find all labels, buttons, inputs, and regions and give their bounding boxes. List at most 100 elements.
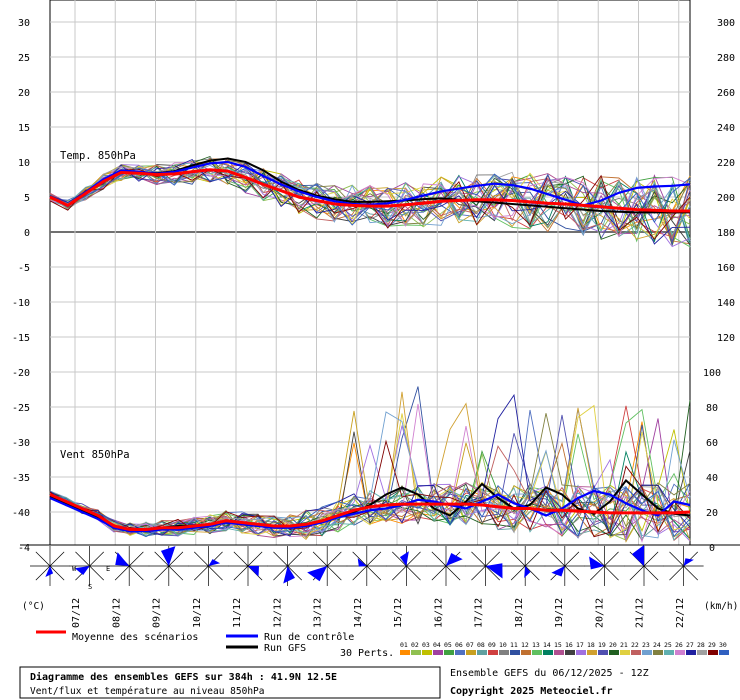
left-tick-label: -4	[18, 543, 30, 554]
date-label: 09/12	[152, 598, 163, 628]
wind-rose-spoke	[168, 565, 184, 581]
wind-rose-spoke	[392, 565, 407, 581]
perturbation-number: 23	[642, 641, 650, 649]
compass-south: S	[88, 583, 92, 591]
right-tick-label: 180	[717, 228, 735, 239]
wind-rose-spoke	[194, 565, 209, 581]
perturbation-swatch	[686, 650, 696, 655]
date-label: 21/12	[635, 598, 646, 628]
date-label: 07/12	[71, 598, 82, 628]
plot-frame	[49, 0, 691, 546]
perturbation-swatch	[400, 650, 410, 655]
wind-rose-sector	[208, 559, 221, 566]
perturbation-swatch	[719, 650, 729, 655]
wind-rose-spoke	[510, 551, 526, 567]
perturbation-legend: 01 02 03 04 05 06 07 08 09 10 11 12 13 14 15 16 17 18 19 20…	[400, 641, 729, 655]
perturbation-swatch	[609, 650, 619, 655]
wind-panel-label: Vent 850hPa	[60, 449, 130, 461]
wind-rose-spoke	[564, 565, 580, 581]
wind-rose-sector	[357, 558, 367, 567]
wind-rose	[465, 546, 506, 586]
date-label: 18/12	[514, 598, 525, 628]
wind-rose-sector	[631, 545, 645, 566]
perturbation-number: 14	[543, 641, 551, 649]
temp-mean-line	[49, 168, 690, 213]
wind-rose-spoke	[629, 565, 645, 581]
perturbation-swatch	[598, 650, 608, 655]
footer-title: Diagramme des ensembles GEFS sur 384h : …	[30, 671, 337, 683]
date-label: 12/12	[272, 598, 283, 628]
temp-panel-label: Temp. 850hPa	[60, 150, 136, 162]
perturbation-number: 24	[653, 641, 661, 649]
right-tick-label: 240	[717, 123, 735, 134]
perturbation-number: 25	[664, 641, 672, 649]
left-tick-label: 10	[18, 158, 30, 169]
perturbation-swatch	[466, 650, 476, 655]
left-tick-label: 5	[24, 193, 30, 204]
right-tick-label: 260	[717, 88, 735, 99]
perturbation-temp-line	[49, 156, 691, 225]
date-label: 10/12	[192, 598, 203, 628]
wind-rose-spoke	[366, 551, 382, 567]
wind-rose-sector	[283, 566, 296, 584]
wind-rose-spoke	[485, 551, 500, 567]
perturbation-swatch	[708, 650, 718, 655]
perturbation-number: 03	[422, 641, 430, 649]
wind-control-line	[49, 489, 691, 533]
footer: Diagramme des ensembles GEFS sur 384h : …	[19, 666, 649, 699]
legend-control-label: Run de contrôle	[264, 631, 354, 643]
wind-rose-spoke	[168, 551, 184, 567]
wind-rose-spoke	[643, 551, 659, 567]
left-tick-label: -5	[18, 263, 30, 274]
compass-east: E	[106, 565, 110, 573]
perturbation-swatch	[697, 650, 707, 655]
legend-gfs-label: Run GFS	[264, 643, 306, 654]
legend-mean-label: Moyenne des scénarios	[72, 631, 198, 643]
perturbation-number: 02	[411, 641, 419, 649]
perturbation-number: 15	[554, 641, 562, 649]
left-tick-label: -20	[12, 368, 30, 379]
wind-rose-spoke	[392, 551, 407, 567]
right-tick-label: 80	[706, 403, 718, 414]
wind-rose	[228, 546, 268, 586]
footer-copyright: Copyright 2025 Meteociel.fr	[450, 685, 613, 697]
perturbation-number: 21	[620, 641, 628, 649]
perturbation-swatch	[444, 650, 454, 655]
wind-rose-sector	[248, 565, 259, 577]
main-series	[49, 157, 691, 533]
perturbation-swatch	[532, 650, 542, 655]
wind-rose	[109, 546, 150, 586]
right-tick-label: 220	[717, 158, 735, 169]
perturbation-swatch	[587, 650, 597, 655]
legend-perts-label: 30 Perts.	[340, 648, 394, 659]
wind-rose-spoke	[485, 565, 500, 581]
footer-subtitle: Vent/flux et température au niveau 850hP…	[30, 686, 265, 697]
compass-west: W	[72, 565, 77, 573]
perturbation-number: 26	[675, 641, 683, 649]
date-label: 08/12	[111, 598, 122, 628]
perturbation-swatch	[510, 650, 520, 655]
wind-rose-spoke	[510, 565, 526, 581]
wind-rose-spoke	[49, 551, 65, 567]
perturbation-number: 16	[565, 641, 573, 649]
date-label: 17/12	[474, 598, 485, 628]
wind-rose-spoke	[564, 551, 580, 567]
perturbation-swatch	[554, 650, 564, 655]
wind-rose-spoke	[273, 565, 288, 581]
wind-rose-sector	[524, 566, 531, 578]
wind-rose-spoke	[669, 565, 684, 581]
wind-rose-sector	[589, 556, 605, 570]
date-label: 20/12	[594, 598, 605, 628]
date-label: 15/12	[393, 598, 404, 628]
wind-rose-sector	[683, 558, 694, 566]
left-tick-label: -15	[12, 333, 30, 344]
date-label: 22/12	[675, 598, 686, 628]
date-label: 11/12	[232, 598, 243, 628]
wind-rose-spoke	[590, 565, 605, 581]
perturbation-number: 07	[466, 641, 474, 649]
left-unit: (°C)	[22, 601, 45, 612]
perturbation-swatch	[543, 650, 553, 655]
wind-rose-spoke	[208, 565, 223, 581]
wind-rose	[148, 546, 189, 586]
